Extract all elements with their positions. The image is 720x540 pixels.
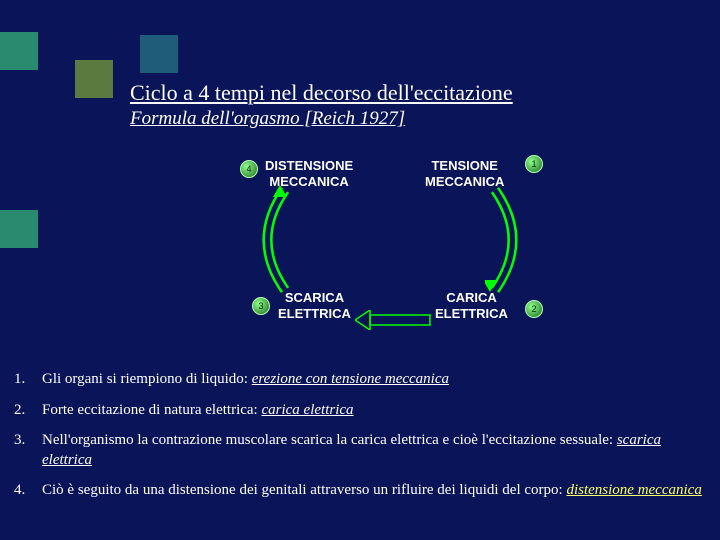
cycle-step-number: 2 <box>525 300 543 318</box>
slide-subtitle: Formula dell'orgasmo [Reich 1927] <box>130 108 513 130</box>
decorative-square <box>140 35 178 73</box>
list-item-number: 1. <box>10 370 42 390</box>
cycle-arrow <box>485 185 535 295</box>
list-item: 3.Nell'organismo la contrazione muscolar… <box>10 431 710 470</box>
list-item: 4.Ciò è seguito da una distensione dei g… <box>10 481 710 501</box>
list-item-number: 4. <box>10 481 42 501</box>
list-item-text: Nell'organismo la contrazione muscolare … <box>42 431 710 470</box>
list-item-text: Forte eccitazione di natura elettrica: c… <box>42 401 710 421</box>
slide-title: Ciclo a 4 tempi nel decorso dell'eccitaz… <box>130 80 513 106</box>
cycle-arrow-bottom <box>355 310 435 330</box>
cycle-arrow <box>245 185 295 295</box>
title-block: Ciclo a 4 tempi nel decorso dell'eccitaz… <box>130 80 513 130</box>
description-list: 1.Gli organi si riempiono di liquido: er… <box>10 370 710 512</box>
decorative-square <box>0 32 38 70</box>
list-item-text: Ciò è seguito da una distensione dei gen… <box>42 481 710 501</box>
decorative-square <box>0 210 38 248</box>
list-item-number: 2. <box>10 401 42 421</box>
list-item: 2.Forte eccitazione di natura elettrica:… <box>10 401 710 421</box>
cycle-step-number: 1 <box>525 155 543 173</box>
decorative-square <box>75 60 113 98</box>
list-item-text: Gli organi si riempiono di liquido: erez… <box>42 370 710 390</box>
list-item-number: 3. <box>10 431 42 451</box>
list-item: 1.Gli organi si riempiono di liquido: er… <box>10 370 710 390</box>
cycle-step-number: 4 <box>240 160 258 178</box>
cycle-diagram: 4DISTENSIONE MECCANICA1TENSIONE MECCANIC… <box>210 155 570 335</box>
cycle-step-number: 3 <box>252 297 270 315</box>
